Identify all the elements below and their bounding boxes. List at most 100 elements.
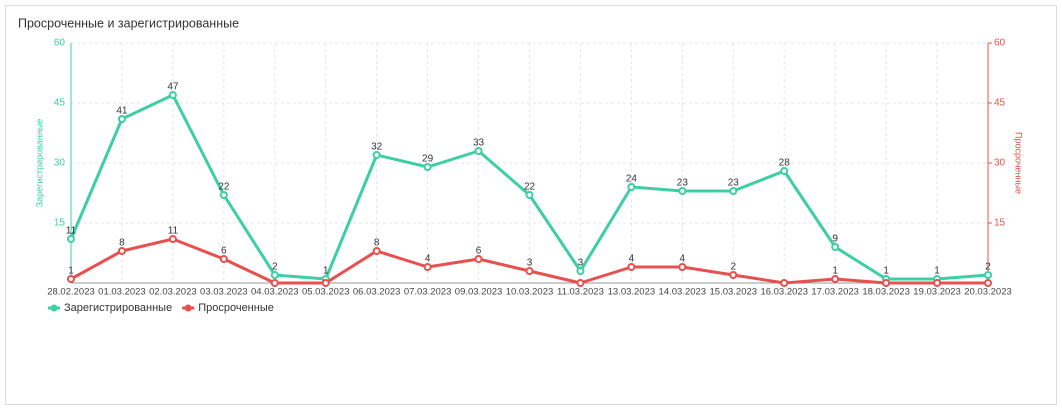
y2-tick-label: 15 xyxy=(994,218,1006,229)
point xyxy=(423,263,432,271)
y2-tick-label: 30 xyxy=(994,158,1006,169)
data-label: 2 xyxy=(985,262,991,273)
y2-tick-label: 45 xyxy=(994,98,1006,109)
data-label: 32 xyxy=(371,142,383,153)
chart-title: Просроченные и зарегистрированные xyxy=(18,16,239,30)
data-label: 3 xyxy=(578,258,584,269)
data-label: 23 xyxy=(728,178,740,189)
point xyxy=(729,271,738,279)
legend-label: Просроченные xyxy=(198,302,274,314)
point xyxy=(168,91,177,99)
data-label: 28 xyxy=(779,158,791,169)
point xyxy=(525,267,534,275)
point xyxy=(270,279,279,287)
point xyxy=(423,163,432,171)
x-tick-label: 14.03.2023 xyxy=(659,287,707,298)
legend-dot xyxy=(50,304,58,312)
point xyxy=(117,247,126,255)
x-tick-label: 13.03.2023 xyxy=(608,287,656,298)
x-tick-label: 06.03.2023 xyxy=(353,287,401,298)
point xyxy=(882,279,891,287)
data-label: 2 xyxy=(730,262,736,273)
x-tick-label: 07.03.2023 xyxy=(404,287,452,298)
x-tick-label: 05.03.2023 xyxy=(302,287,350,298)
y-tick-label: 15 xyxy=(54,218,66,229)
point xyxy=(67,275,75,283)
x-tick-label: 15.03.2023 xyxy=(710,287,758,298)
data-label: 11 xyxy=(168,226,179,237)
y-tick-label: 45 xyxy=(54,98,66,109)
data-label: 4 xyxy=(425,254,431,265)
y2-tick-label: 60 xyxy=(994,38,1006,49)
card xyxy=(5,5,1057,405)
point xyxy=(576,267,585,275)
point xyxy=(576,279,585,287)
data-label: 29 xyxy=(422,154,434,165)
data-label: 1 xyxy=(832,266,838,277)
x-tick-label: 09.03.2023 xyxy=(455,287,503,298)
x-tick-label: 11.03.2023 xyxy=(557,287,604,298)
data-label: 6 xyxy=(476,246,482,257)
data-label: 22 xyxy=(524,182,536,193)
point xyxy=(67,235,75,243)
data-label: 1 xyxy=(934,266,940,277)
x-tick-label: 02.03.2023 xyxy=(149,287,197,298)
x-tick-label: 10.03.2023 xyxy=(506,287,554,298)
data-label: 1 xyxy=(323,266,329,277)
point xyxy=(321,279,330,287)
data-label: 11 xyxy=(66,226,77,237)
x-tick-label: 20.03.2023 xyxy=(964,287,1012,298)
data-label: 23 xyxy=(677,178,689,189)
x-tick-label: 28.02.2023 xyxy=(47,287,95,298)
data-label: 1 xyxy=(883,266,889,277)
data-label: 24 xyxy=(626,174,638,185)
data-label: 33 xyxy=(473,138,485,149)
point xyxy=(219,255,228,263)
point xyxy=(168,235,177,243)
data-label: 8 xyxy=(119,238,125,249)
point xyxy=(984,279,992,287)
data-label: 9 xyxy=(832,234,838,245)
y-tick-label: 30 xyxy=(54,158,66,169)
legend-label: Зарегистрированные xyxy=(64,302,172,314)
point xyxy=(372,247,381,255)
x-tick-label: 03.03.2023 xyxy=(200,287,248,298)
legend-dot xyxy=(184,304,192,312)
point xyxy=(474,255,483,263)
point xyxy=(372,151,381,159)
data-label: 8 xyxy=(374,238,380,249)
data-label: 2 xyxy=(272,262,278,273)
point xyxy=(525,191,534,199)
point xyxy=(984,271,992,279)
data-label: 3 xyxy=(527,258,533,269)
point xyxy=(117,115,126,123)
point xyxy=(270,271,279,279)
y-tick-label: 60 xyxy=(54,38,66,49)
y2-axis-title: Просроченные xyxy=(1014,132,1024,194)
point xyxy=(780,279,789,287)
data-label: 4 xyxy=(680,254,686,265)
x-tick-label: 16.03.2023 xyxy=(760,287,808,298)
x-tick-label: 04.03.2023 xyxy=(251,287,299,298)
point xyxy=(678,263,687,271)
point xyxy=(678,187,687,195)
point xyxy=(474,147,483,155)
point xyxy=(780,167,789,175)
point xyxy=(627,263,636,271)
x-tick-label: 17.03.2023 xyxy=(811,287,859,298)
data-label: 1 xyxy=(68,266,74,277)
x-tick-label: 18.03.2023 xyxy=(862,287,910,298)
data-label: 22 xyxy=(218,182,230,193)
data-label: 6 xyxy=(221,246,227,257)
point xyxy=(729,187,738,195)
x-tick-label: 01.03.2023 xyxy=(98,287,146,298)
point xyxy=(219,191,228,199)
data-label: 41 xyxy=(116,106,128,117)
x-tick-label: 19.03.2023 xyxy=(913,287,961,298)
data-label: 4 xyxy=(629,254,635,265)
point xyxy=(831,243,840,251)
point xyxy=(831,275,840,283)
y-axis-title: Зарегистрированные xyxy=(34,119,44,208)
